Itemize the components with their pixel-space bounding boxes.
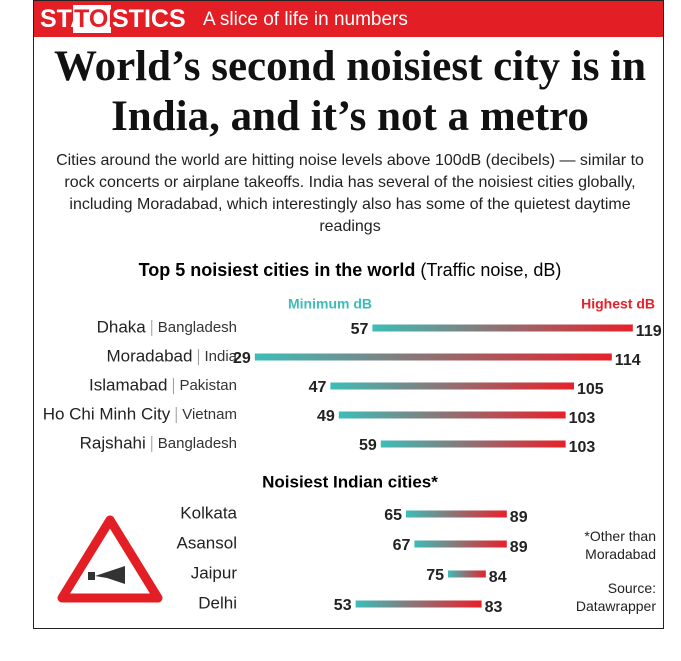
max-label: 84 (489, 569, 507, 586)
min-label: 47 (309, 379, 327, 396)
category-label: Kolkata (180, 503, 237, 522)
frame (33, 0, 664, 629)
max-label: 114 (615, 352, 641, 369)
category-label: Moradabad (106, 346, 192, 365)
max-label: 103 (569, 439, 596, 456)
min-label: 53 (334, 597, 352, 614)
category-label: Asansol (177, 533, 237, 552)
horn-sign (57, 515, 163, 603)
headline: World’s second noisiest city is in India… (53, 43, 647, 140)
source: Source: Datawrapper (575, 580, 656, 614)
category-label: Islamabad (89, 375, 167, 394)
tagline: A slice of life in numbers (203, 9, 408, 30)
country-label: India (204, 348, 237, 365)
range-bar (338, 411, 566, 419)
range-bar (254, 353, 612, 361)
chart-title: Noisiest Indian cities* (262, 472, 438, 491)
brand: STATOISTICS (40, 5, 186, 33)
min-label: 75 (426, 567, 444, 584)
category-label: Ho Chi Minh City (43, 404, 171, 423)
legend-label: Highest dB (581, 296, 655, 312)
min-label: 67 (393, 537, 411, 554)
min-label: 65 (384, 507, 402, 524)
max-label: 103 (569, 410, 596, 427)
range-bar (414, 540, 507, 548)
chart-title: Top 5 noisiest cities in the world (Traf… (139, 260, 562, 280)
max-label: 89 (510, 509, 528, 526)
header-bar (34, 1, 663, 37)
country-label: Vietnam (182, 406, 237, 423)
max-label: 83 (485, 599, 503, 616)
category-label: Delhi (198, 593, 237, 612)
category-label: Jaipur (191, 563, 238, 582)
range-bar (330, 382, 574, 390)
country-label: Bangladesh (158, 319, 237, 336)
country-label: Pakistan (179, 377, 237, 394)
description: Cities around the world are hitting nois… (56, 152, 644, 235)
min-label: 29 (233, 350, 251, 367)
category-label: Dhaka (97, 317, 147, 336)
max-label: 119 (636, 323, 662, 340)
range-bar (372, 324, 633, 332)
min-label: 59 (359, 437, 377, 454)
country-label: Bangladesh (158, 435, 237, 452)
legend-label: Minimum dB (288, 296, 372, 312)
min-label: 57 (351, 321, 369, 338)
range-bar (380, 440, 566, 448)
max-label: 89 (510, 539, 528, 556)
max-label: 105 (577, 381, 604, 398)
range-bar (355, 600, 482, 608)
category-label: Rajshahi (80, 433, 146, 452)
brand-highlight (73, 5, 111, 33)
min-label: 49 (317, 408, 335, 425)
range-bar (406, 510, 507, 518)
footnote: *Other than Moradabad (584, 528, 656, 562)
range-bar (448, 570, 486, 578)
